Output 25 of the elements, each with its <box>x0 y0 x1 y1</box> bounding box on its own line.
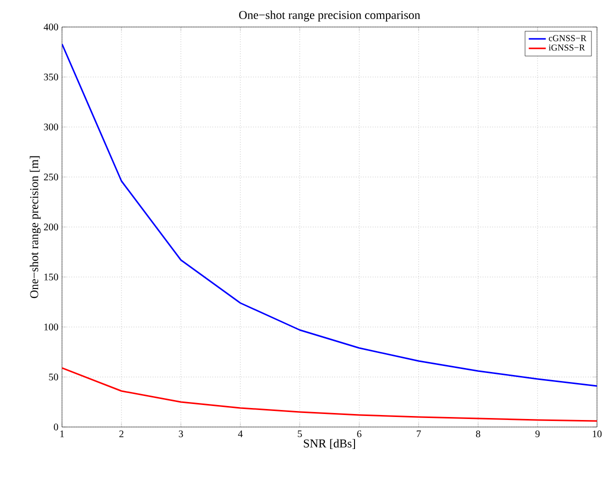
x-tick-label: 10 <box>592 430 602 438</box>
x-tick-label: 5 <box>298 430 302 438</box>
x-tick-label: 8 <box>476 430 480 438</box>
y-tick-label: 50 <box>49 374 58 380</box>
y-tick-label: 100 <box>44 324 58 330</box>
legend-label: cGNSS−R <box>548 35 586 42</box>
x-tick-label: 7 <box>416 430 421 438</box>
x-tick-label: 1 <box>60 430 64 438</box>
y-tick-label: 0 <box>54 424 58 430</box>
y-tick-label: 200 <box>44 224 58 230</box>
x-tick-label: 3 <box>178 430 183 438</box>
y-tick-label: 400 <box>44 24 58 30</box>
y-tick-label: 150 <box>44 274 58 280</box>
chart-title: One−shot range precision comparison <box>239 10 420 22</box>
line-series <box>62 43 597 387</box>
x-tick-label: 4 <box>238 430 243 438</box>
x-tick-label: 2 <box>119 430 124 438</box>
legend-label: iGNSS−R <box>548 44 585 51</box>
y-tick-label: 300 <box>44 124 58 130</box>
x-tick-label: 6 <box>357 430 362 438</box>
x-axis-title: SNR [dBs] <box>304 439 355 449</box>
y-axis-title: One−shot range precision [m] <box>30 156 41 298</box>
y-tick-label: 250 <box>44 174 58 180</box>
x-tick-label: 9 <box>535 430 540 438</box>
y-tick-label: 350 <box>44 74 58 80</box>
